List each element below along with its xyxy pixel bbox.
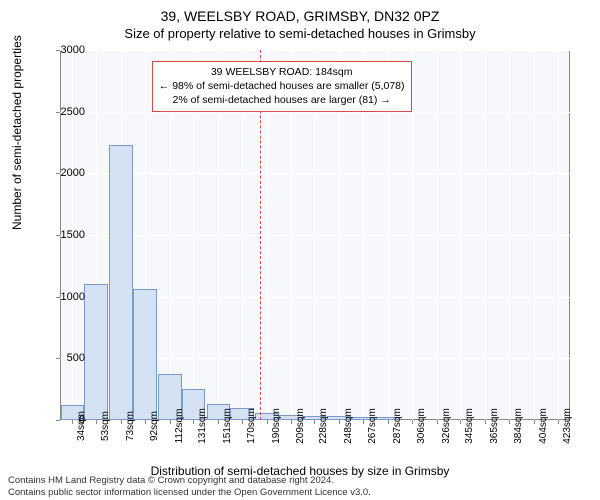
x-tick-mark: [242, 420, 243, 424]
annotation-line-2: ← 98% of semi-detached houses are smalle…: [159, 79, 405, 93]
grid-line-vertical: [460, 50, 461, 420]
x-tick-mark: [121, 420, 122, 424]
x-tick-label: 92sqm: [149, 411, 160, 441]
x-tick-label: 53sqm: [100, 411, 111, 441]
y-tick-label: 2000: [45, 167, 85, 179]
x-tick-mark: [193, 420, 194, 424]
y-tick-label: 1000: [45, 291, 85, 303]
y-tick-label: 2500: [45, 106, 85, 118]
x-tick-mark: [388, 420, 389, 424]
x-tick-label: 228sqm: [318, 408, 329, 444]
histogram-bar: [84, 284, 108, 420]
x-tick-label: 151sqm: [222, 408, 233, 444]
x-tick-label: 209sqm: [295, 408, 306, 444]
x-tick-mark: [96, 420, 97, 424]
grid-line-vertical: [485, 50, 486, 420]
x-tick-mark: [460, 420, 461, 424]
annotation-box: 39 WEELSBY ROAD: 184sqm← 98% of semi-det…: [152, 61, 412, 112]
x-tick-mark: [534, 420, 535, 424]
page-title: 39, WEELSBY ROAD, GRIMSBY, DN32 0PZ: [0, 0, 600, 24]
x-tick-mark: [363, 420, 364, 424]
x-tick-label: 306sqm: [416, 408, 427, 444]
x-tick-mark: [218, 420, 219, 424]
histogram-bar: [109, 145, 133, 420]
x-tick-mark: [145, 420, 146, 424]
x-tick-label: 34sqm: [76, 411, 87, 441]
grid-line-vertical: [534, 50, 535, 420]
y-tick-label: 1500: [45, 229, 85, 241]
y-tick-label: 500: [45, 352, 85, 364]
x-tick-mark: [437, 420, 438, 424]
histogram-bar: [133, 289, 157, 420]
x-tick-label: 345sqm: [464, 408, 475, 444]
x-tick-label: 112sqm: [174, 409, 185, 444]
grid-line-vertical: [558, 50, 559, 420]
x-tick-mark: [558, 420, 559, 424]
footer-line-1: Contains HM Land Registry data © Crown c…: [8, 475, 371, 486]
x-tick-label: 267sqm: [367, 408, 378, 444]
x-tick-label: 365sqm: [489, 408, 500, 444]
x-tick-label: 190sqm: [271, 408, 282, 444]
footer-attribution: Contains HM Land Registry data © Crown c…: [8, 475, 371, 498]
x-tick-label: 326sqm: [441, 408, 452, 444]
x-tick-mark: [412, 420, 413, 424]
annotation-line-3: 2% of semi-detached houses are larger (8…: [159, 93, 405, 107]
y-axis-label: Number of semi-detached properties: [10, 35, 24, 230]
x-tick-label: 423sqm: [562, 408, 573, 444]
x-tick-mark: [170, 420, 171, 424]
x-tick-mark: [339, 420, 340, 424]
x-tick-mark: [314, 420, 315, 424]
x-tick-mark: [485, 420, 486, 424]
x-tick-mark: [267, 420, 268, 424]
x-tick-label: 73sqm: [125, 411, 136, 441]
x-tick-mark: [291, 420, 292, 424]
grid-line-vertical: [412, 50, 413, 420]
annotation-line-1: 39 WEELSBY ROAD: 184sqm: [159, 65, 405, 79]
x-tick-label: 287sqm: [392, 408, 403, 444]
x-tick-label: 384sqm: [513, 408, 524, 444]
page-subtitle: Size of property relative to semi-detach…: [0, 24, 600, 41]
grid-line-vertical: [509, 50, 510, 420]
chart-area: 39 WEELSBY ROAD: 184sqm← 98% of semi-det…: [60, 50, 570, 420]
grid-line-vertical: [437, 50, 438, 420]
footer-line-2: Contains public sector information licen…: [8, 487, 371, 498]
x-tick-label: 404sqm: [538, 408, 549, 444]
x-tick-label: 248sqm: [343, 408, 354, 444]
x-tick-mark: [509, 420, 510, 424]
x-tick-label: 170sqm: [246, 408, 257, 444]
y-tick-label: 3000: [45, 44, 85, 56]
x-tick-label: 131sqm: [197, 408, 208, 444]
